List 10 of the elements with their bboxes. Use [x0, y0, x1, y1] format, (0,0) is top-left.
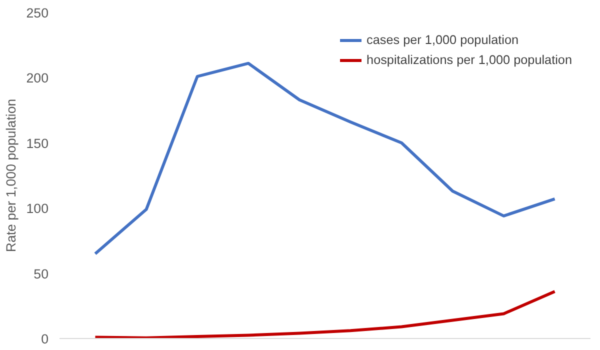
legend-label: hospitalizations per 1,000 population [366, 53, 572, 67]
y-tick-label: 200 [26, 70, 49, 86]
y-axis-title: Rate per 1,000 population [3, 98, 18, 252]
legend-label: cases per 1,000 population [366, 33, 519, 47]
y-tick-label: 100 [26, 201, 49, 216]
y-tick-label: 150 [26, 136, 49, 151]
line-series [94, 290, 556, 338]
y-tick-label: 250 [26, 6, 49, 20]
y-tick-label: 0 [41, 332, 49, 346]
y-tick-label: 50 [34, 266, 49, 282]
